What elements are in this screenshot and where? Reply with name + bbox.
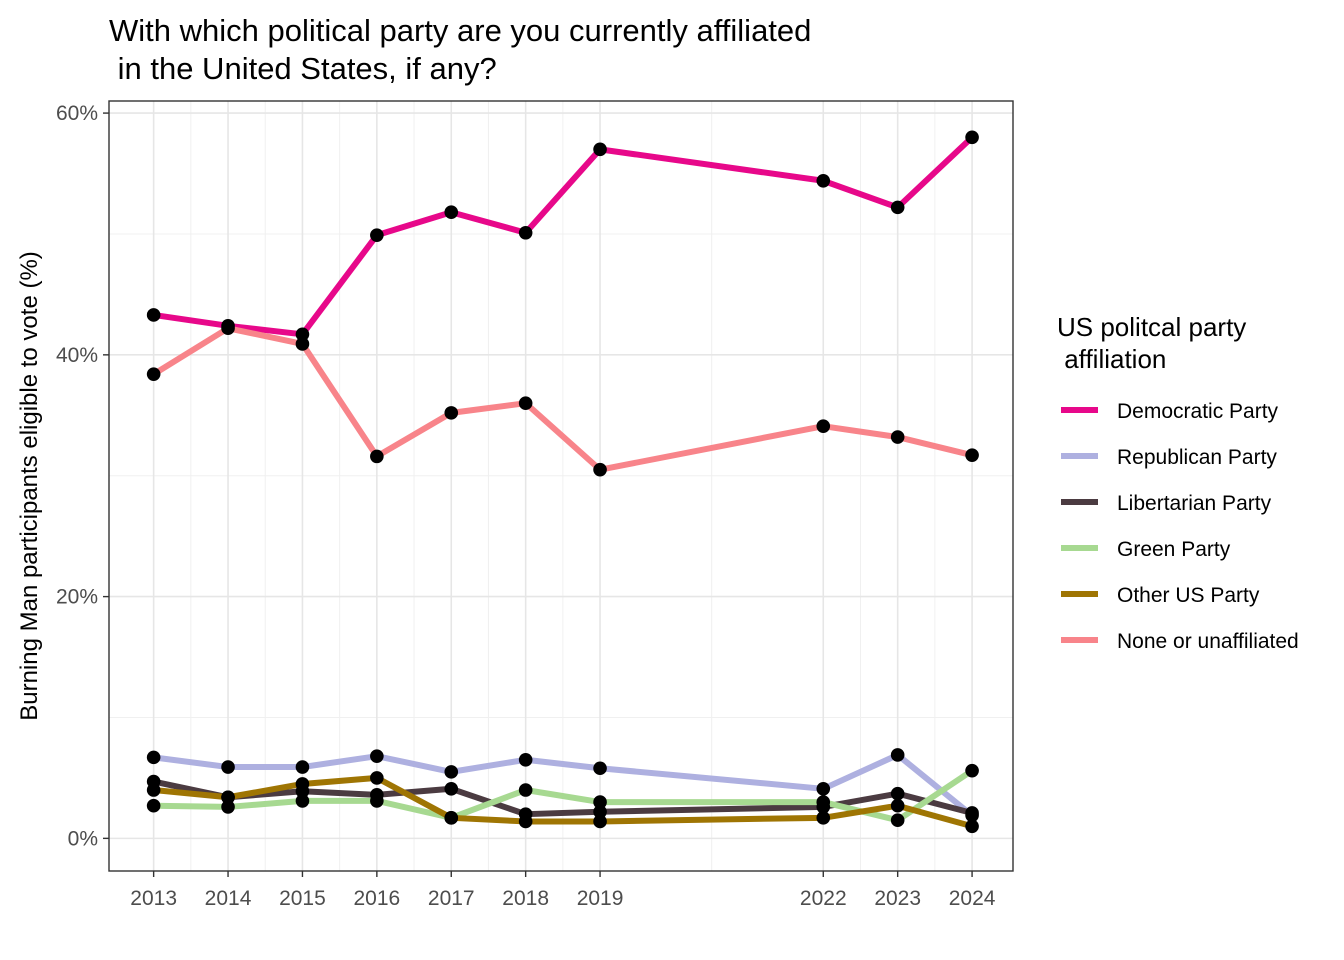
- data-point-none-or-unaffiliated: [221, 321, 235, 336]
- data-point-none-or-unaffiliated: [370, 449, 384, 464]
- gridlines: [109, 101, 1013, 871]
- data-point-democratic-party: [146, 308, 161, 322]
- data-point-green-party: [146, 798, 161, 813]
- y-tick-label: 40%: [56, 344, 98, 367]
- data-point-democratic-party: [593, 142, 607, 157]
- data-point-libertarian-party: [965, 806, 979, 820]
- data-point-republican-party: [146, 750, 161, 765]
- series-lines: [152, 135, 975, 830]
- x-tick-label: 2015: [279, 887, 326, 910]
- data-point-green-party: [890, 813, 905, 828]
- data-point-democratic-party: [295, 327, 310, 342]
- data-point-other-us-party: [890, 798, 905, 813]
- x-tick-label: 2013: [130, 887, 177, 910]
- data-point-other-us-party: [444, 811, 459, 825]
- data-point-libertarian-party: [890, 786, 905, 801]
- plot-border: [108, 100, 1014, 872]
- data-point-other-us-party: [370, 771, 384, 785]
- y-tick-label: 60%: [56, 102, 98, 125]
- data-point-republican-party: [370, 749, 384, 763]
- data-point-green-party: [295, 794, 310, 808]
- data-point-republican-party: [816, 782, 831, 796]
- data-point-republican-party: [295, 760, 310, 774]
- legend-item-libertarian-party: Libertarian Party: [1061, 492, 1272, 515]
- data-point-none-or-unaffiliated: [890, 430, 905, 444]
- data-point-green-party: [370, 794, 384, 808]
- legend-title-line: US politcal party: [1057, 312, 1246, 342]
- legend-label: Other US Party: [1117, 584, 1260, 607]
- legend-label: Democratic Party: [1117, 400, 1279, 423]
- legend-item-republican-party: Republican Party: [1061, 446, 1277, 469]
- data-point-other-us-party: [593, 814, 607, 829]
- data-point-none-or-unaffiliated: [518, 396, 533, 410]
- chart-title-line: in the United States, if any?: [109, 51, 497, 86]
- series-line-democratic-party: [153, 135, 975, 338]
- legend-title-line: affiliation: [1057, 344, 1166, 374]
- series-line-republican-party: [153, 751, 974, 818]
- y-tick-label: 20%: [56, 586, 98, 609]
- x-tick-label: 2024: [949, 887, 996, 910]
- x-tick-label: 2022: [800, 887, 847, 910]
- data-point-green-party: [518, 783, 533, 797]
- data-point-other-us-party: [816, 811, 831, 825]
- legend-item-green-party: Green Party: [1061, 538, 1231, 561]
- x-tick-label: 2016: [353, 887, 400, 910]
- data-point-democratic-party: [890, 200, 905, 215]
- data-point-libertarian-party: [444, 782, 459, 796]
- x-tick-label: 2023: [874, 887, 921, 910]
- series-line-none-or-unaffiliated: [152, 325, 973, 473]
- legend: US politcal party affiliation Democratic …: [1057, 312, 1299, 653]
- data-point-republican-party: [221, 760, 235, 774]
- legend-label: Libertarian Party: [1117, 492, 1272, 515]
- data-point-republican-party: [444, 765, 459, 779]
- y-tick-label: 0%: [68, 827, 98, 850]
- x-axis: 2013 2014 2015 2016 2017 2018 2019 2022 2023 2024: [130, 871, 996, 910]
- data-point-other-us-party: [295, 777, 310, 791]
- data-point-other-us-party: [518, 814, 533, 829]
- legend-item-democratic-party: Democratic Party: [1061, 400, 1279, 423]
- chart-title-line: With which political party are you curre…: [109, 13, 811, 48]
- y-axis: 0% 20% 40% 60%: [56, 102, 109, 850]
- x-tick-label: 2019: [577, 887, 624, 910]
- data-point-other-us-party: [221, 790, 235, 805]
- plot-panel: [109, 101, 1013, 871]
- data-point-republican-party: [593, 761, 607, 776]
- data-point-democratic-party: [444, 205, 459, 220]
- legend-item-other-us-party: Other US Party: [1061, 584, 1260, 607]
- data-point-green-party: [965, 763, 979, 778]
- data-point-none-or-unaffiliated: [146, 367, 161, 381]
- legend-label: Republican Party: [1117, 446, 1277, 469]
- data-point-democratic-party: [518, 225, 533, 240]
- data-point-green-party: [593, 795, 607, 809]
- data-point-other-us-party: [965, 819, 979, 834]
- x-tick-label: 2014: [205, 887, 252, 910]
- legend-label: None or unaffiliated: [1117, 630, 1299, 653]
- data-point-democratic-party: [965, 130, 979, 145]
- data-point-libertarian-party: [593, 804, 607, 819]
- data-point-none-or-unaffiliated: [444, 406, 459, 420]
- data-point-democratic-party: [816, 173, 831, 188]
- data-point-green-party: [816, 795, 831, 809]
- data-point-none-or-unaffiliated: [295, 337, 310, 351]
- y-axis-title: Burning Man participants eligible to vot…: [16, 251, 43, 721]
- data-point-republican-party: [518, 752, 533, 767]
- legend-item-none-or-unaffiliated: None or unaffiliated: [1061, 630, 1299, 653]
- data-points: [146, 130, 979, 834]
- data-point-republican-party: [890, 748, 905, 762]
- chart-title: With which political party are you curre…: [109, 13, 811, 86]
- x-tick-label: 2017: [428, 887, 475, 910]
- series-line-other-us-party: [153, 774, 973, 830]
- x-tick-label: 2018: [502, 887, 549, 910]
- data-point-none-or-unaffiliated: [593, 462, 607, 477]
- data-point-democratic-party: [370, 228, 384, 242]
- data-point-green-party: [221, 800, 235, 814]
- legend-label: Green Party: [1117, 538, 1231, 561]
- data-point-other-us-party: [146, 783, 161, 797]
- data-point-none-or-unaffiliated: [816, 419, 831, 433]
- data-point-none-or-unaffiliated: [965, 448, 979, 462]
